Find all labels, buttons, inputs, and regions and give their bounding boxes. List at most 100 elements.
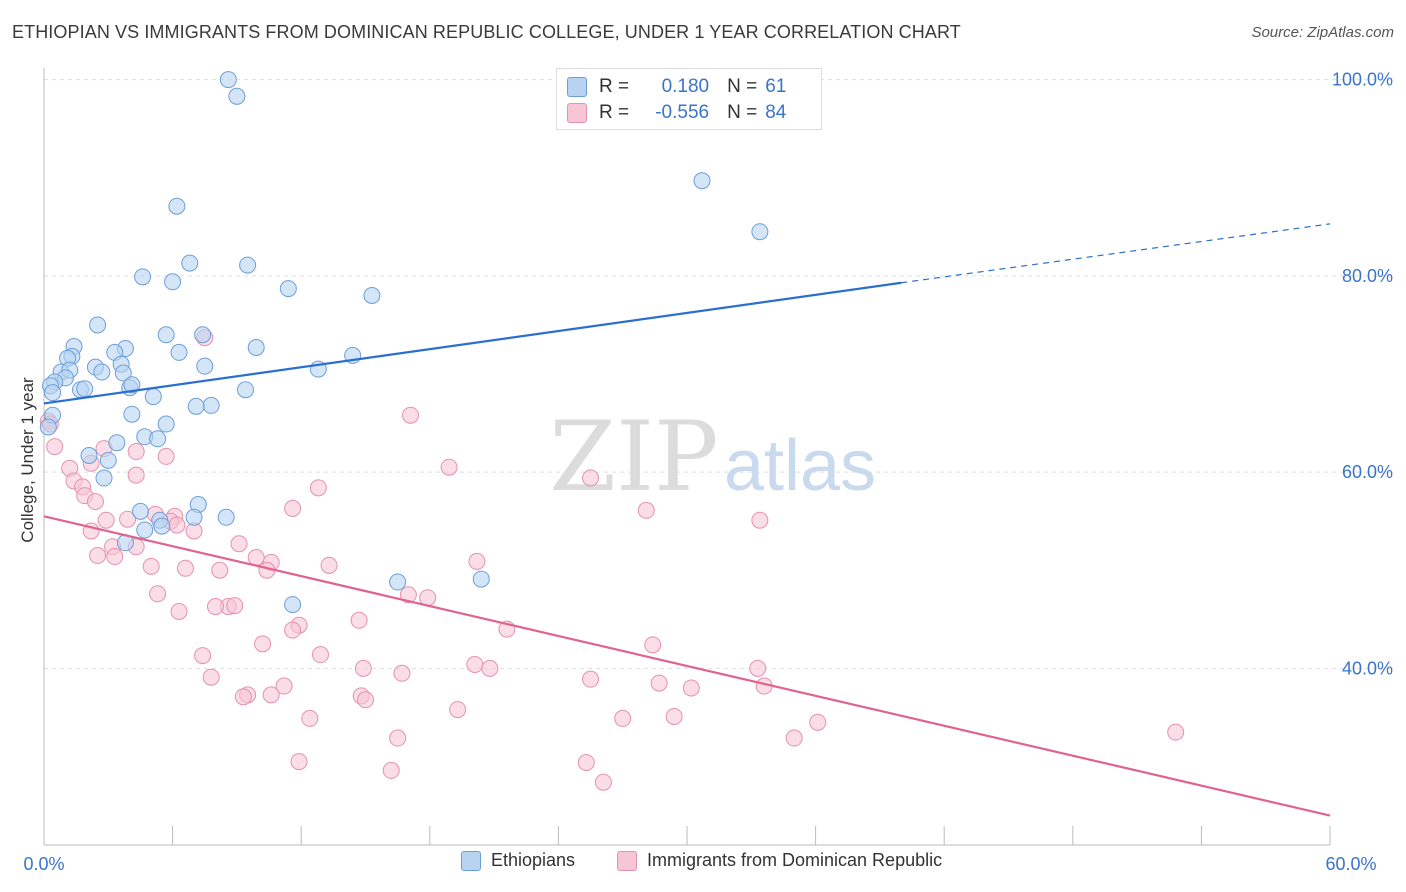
dominican-point <box>350 611 368 629</box>
dominican-point <box>46 438 64 456</box>
ethiopian-point <box>187 397 205 415</box>
legend-label: Ethiopians <box>491 850 576 870</box>
ethiopian-point <box>136 521 154 539</box>
ethiopian-point <box>185 508 203 526</box>
dominican-point <box>254 635 272 653</box>
ethiopian-point <box>693 172 711 190</box>
y-tick-label: 40.0% <box>1342 658 1393 678</box>
dominican-point <box>206 598 224 616</box>
ethiopian-point <box>93 363 111 381</box>
axes <box>43 68 1331 846</box>
ethiopian-point <box>99 451 117 469</box>
dominican-point <box>393 664 411 682</box>
dominican-point <box>682 679 700 697</box>
dominican-point <box>262 686 280 704</box>
dominican-point <box>290 753 308 771</box>
dominican-point <box>449 701 467 719</box>
dominican-point <box>809 713 827 731</box>
dominican-point <box>284 499 302 517</box>
dominican-point <box>665 707 683 725</box>
dominican-point <box>382 761 400 779</box>
dominican-point <box>157 447 175 465</box>
ethiopian-point <box>284 596 302 614</box>
dominican-point <box>202 668 220 686</box>
dominican-point <box>354 659 372 677</box>
dominican-point <box>284 621 302 639</box>
legend-item-dominican: Immigrants from Dominican Republic <box>617 850 942 871</box>
dominican-point <box>357 691 374 709</box>
ethiopian-point <box>363 287 381 304</box>
dominican-point <box>226 597 244 615</box>
r-value: -0.556 <box>655 102 710 123</box>
ethiopian-point <box>239 256 257 274</box>
watermark: ZIP atlas <box>549 401 876 513</box>
source-attribution: Source: ZipAtlas.com <box>1251 24 1394 41</box>
dominican-point <box>168 516 186 534</box>
correlation-legend: R = 0.180 N = 61 R = -0.556 N = 84 <box>556 68 822 130</box>
dominican-point <box>89 547 107 565</box>
r-label: R = <box>599 76 630 97</box>
dominican-swatch <box>617 850 637 871</box>
ethiopian-point <box>44 384 62 402</box>
ethiopian-point <box>181 254 199 272</box>
dominican-point <box>301 709 319 727</box>
ethiopian-point <box>76 380 94 398</box>
n-label: N = <box>727 102 758 123</box>
dominican-point <box>275 677 293 695</box>
x-tick-label: 0.0% <box>23 854 64 874</box>
dominican-point <box>311 646 329 664</box>
legend-label: Immigrants from Dominican Republic <box>647 850 943 870</box>
ethiopian-point <box>202 396 220 414</box>
dominican-point <box>149 585 167 603</box>
r-value: 0.180 <box>661 76 710 97</box>
ethiopian-point <box>95 469 113 487</box>
legend-row-ethiopians: R = 0.180 N = 61 <box>567 74 786 100</box>
chart-title: ETHIOPIAN VS IMMIGRANTS FROM DOMINICAN R… <box>12 22 961 42</box>
y-tick-label: 80.0% <box>1342 266 1393 286</box>
ethiopian-point <box>389 573 407 591</box>
dominican-point <box>637 501 655 519</box>
dominican-point <box>481 659 499 677</box>
dominican-point <box>211 561 229 579</box>
dominican-point <box>751 511 769 529</box>
dominican-point <box>309 479 327 497</box>
dominican-point <box>389 729 407 747</box>
dominican-point <box>86 493 104 511</box>
ethiopian-point <box>39 418 57 436</box>
dominican-trend-line <box>43 515 1331 817</box>
ethiopian-point <box>123 405 141 423</box>
ethiopian-point <box>131 502 149 520</box>
ethiopian-point <box>751 223 769 241</box>
ethiopian-point <box>219 71 237 89</box>
dominican-point <box>402 406 420 424</box>
dominican-points <box>39 329 1185 791</box>
tick-labels: 40.0% 60.0% 80.0% 100.0% 0.0% 60.0% <box>23 70 1393 874</box>
ethiopian-point <box>144 388 162 406</box>
watermark-atlas: atlas <box>724 426 876 506</box>
ethiopian-point <box>247 339 265 357</box>
dominican-point <box>650 674 668 692</box>
ethiopian-point <box>170 343 188 361</box>
n-value: 84 <box>765 102 787 123</box>
dominican-point <box>466 655 484 673</box>
dominican-point <box>230 535 248 553</box>
ethiopians-swatch <box>567 77 587 97</box>
gridlines <box>44 79 1392 669</box>
dominican-point <box>97 511 115 529</box>
dominican-point <box>127 443 145 461</box>
ethiopian-point <box>164 273 182 291</box>
ethiopian-point <box>157 415 175 433</box>
dominican-point <box>644 636 662 654</box>
dominican-point <box>119 510 137 528</box>
ethiopian-point <box>157 326 175 344</box>
dominican-point <box>247 548 265 566</box>
dominican-point <box>749 659 767 677</box>
ethiopian-point <box>217 508 235 526</box>
dominican-point <box>594 773 612 791</box>
ethiopians-swatch <box>461 850 481 871</box>
ethiopian-trend-line <box>43 281 902 405</box>
ethiopian-point <box>236 381 254 399</box>
trend-lines <box>43 223 1331 817</box>
ethiopian-point <box>472 570 490 588</box>
